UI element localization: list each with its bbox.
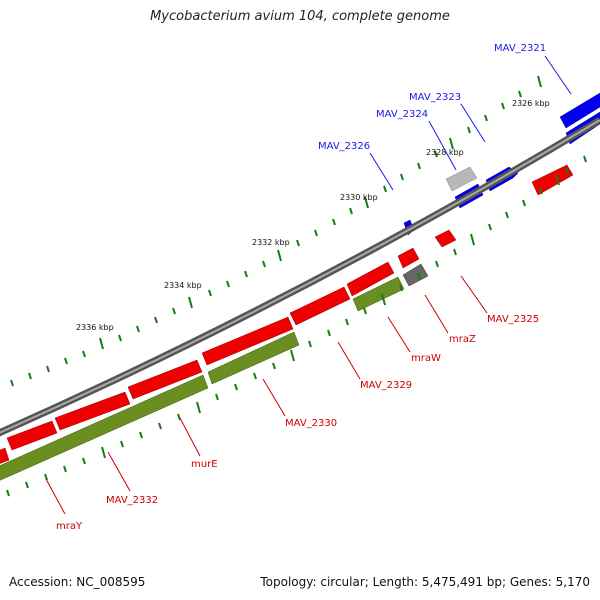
gene-mav-2332[interactable] (54, 391, 131, 431)
scale-label: 2334 kbp (164, 281, 202, 290)
gene-label-mav-2321[interactable]: MAV_2321 (494, 43, 546, 54)
scale-label: 2326 kbp (512, 99, 550, 108)
olive-feature[interactable] (0, 374, 209, 483)
inner-minor-ticks (6, 155, 587, 497)
gene-left-edge[interactable] (0, 447, 10, 464)
gene-label-mav-2329[interactable]: MAV_2329 (360, 380, 412, 391)
outer-minor-ticks (10, 90, 522, 387)
gene-label-mav-2332[interactable]: MAV_2332 (106, 495, 158, 506)
gene-mraz[interactable] (397, 247, 420, 269)
gene-label-mraz[interactable]: mraZ (449, 334, 476, 345)
gene-mav-2329[interactable] (289, 286, 351, 326)
gene-mraz-a[interactable] (434, 229, 457, 248)
gene-mav-2325[interactable] (531, 164, 574, 196)
genome-summary-text: Topology: circular; Length: 5,475,491 bp… (260, 575, 590, 589)
gene-mray[interactable] (6, 420, 58, 451)
gene-mraw[interactable] (346, 261, 395, 297)
forward-gene-labels: MAV_2321 MAV_2323 MAV_2324 MAV_2326 (318, 43, 546, 152)
gene-label-mure[interactable]: murE (191, 459, 218, 470)
scale-labels: 2326 kbp 2328 kbp 2330 kbp 2332 kbp 2334… (76, 99, 550, 332)
gene-label-mav-2325[interactable]: MAV_2325 (487, 314, 539, 325)
feature-grey[interactable] (445, 166, 478, 192)
outer-major-ticks (99, 75, 542, 350)
rna-feature[interactable] (402, 263, 429, 287)
gene-label-mray[interactable]: mraY (56, 521, 83, 532)
olive-feature[interactable] (352, 276, 405, 312)
gene-label-mav-2323[interactable]: MAV_2323 (409, 92, 461, 103)
gene-label-mav-2330[interactable]: MAV_2330 (285, 418, 337, 429)
scale-label: 2336 kbp (76, 323, 114, 332)
gene-mav-2330[interactable] (201, 316, 294, 366)
scale-label: 2330 kbp (340, 193, 378, 202)
olive-track (0, 276, 405, 483)
gene-mav-2321[interactable] (559, 92, 600, 129)
backbone (0, 116, 600, 437)
gene-mure[interactable] (127, 359, 203, 400)
reverse-leader-lines (45, 275, 488, 515)
scale-label: 2332 kbp (252, 238, 290, 247)
scale-label: 2328 kbp (426, 148, 464, 157)
gene-label-mav-2324[interactable]: MAV_2324 (376, 109, 428, 120)
accession-text: Accession: NC_008595 (9, 575, 146, 589)
gene-label-mav-2326[interactable]: MAV_2326 (318, 141, 370, 152)
map-title: Mycobacterium avium 104, complete genome (150, 9, 450, 24)
gene-label-mraw[interactable]: mraW (411, 353, 441, 364)
inner-major-ticks (101, 173, 560, 459)
reverse-strand-features (0, 164, 574, 464)
olive-feature[interactable] (207, 331, 300, 385)
reverse-gene-labels: MAV_2325 mraZ mraW MAV_2329 MAV_2330 mur… (56, 314, 539, 532)
forward-leader-lines (369, 55, 572, 191)
